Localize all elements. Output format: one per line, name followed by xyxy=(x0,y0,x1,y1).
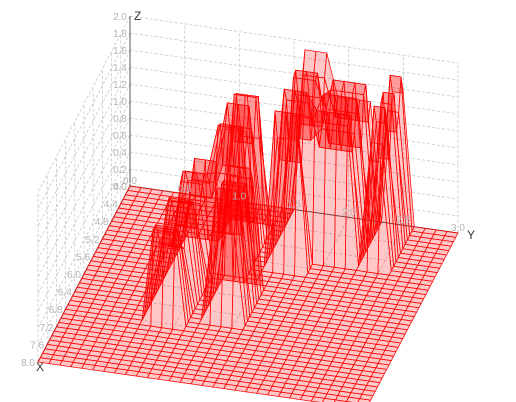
x-tick-label: 5.2 xyxy=(85,235,99,246)
gridline-left-z xyxy=(37,151,131,329)
z-tick-label: 0.8 xyxy=(113,114,127,125)
z-tick-label: 0.2 xyxy=(113,165,127,176)
y-tick-label: 1.5 xyxy=(287,200,301,211)
x-tick-label: 6.0 xyxy=(67,270,81,281)
y-tick-label: 0.5 xyxy=(178,184,192,195)
x-tick-label: 5.6 xyxy=(76,252,90,263)
gridline-left-z xyxy=(37,49,131,227)
tick-labels: 0.00.20.40.60.81.01.21.41.61.82.04.04.44… xyxy=(21,9,475,374)
z-tick-label: 1.8 xyxy=(113,29,127,40)
x-tick-label: 7.6 xyxy=(30,340,44,351)
gridline-left-z xyxy=(37,117,131,295)
z-tick-label: 1.4 xyxy=(113,63,127,74)
z-tick-label: 2.0 xyxy=(113,12,127,23)
gridline-left-z xyxy=(37,32,131,210)
gridline-left-z xyxy=(37,15,131,193)
z-tick-label: 1.0 xyxy=(113,97,127,108)
y-tick-label: 0.0 xyxy=(123,176,137,187)
x-tick-label: 6.4 xyxy=(58,288,72,299)
x-tick-label: 4.8 xyxy=(95,217,109,228)
gridline-left-z xyxy=(37,168,131,346)
gridline-left-z xyxy=(37,100,131,278)
x-tick-label: 7.2 xyxy=(39,323,53,334)
x-tick-label: 8.0 xyxy=(21,358,35,369)
z-tick-label: 1.6 xyxy=(113,46,127,57)
gridline-left-z xyxy=(37,134,131,312)
z-tick-label: 0.0 xyxy=(113,182,127,193)
surface-cell xyxy=(334,399,347,402)
z-tick-label: 1.2 xyxy=(113,80,127,91)
z-tick-label: 0.4 xyxy=(113,148,127,159)
z-axis-label: Z xyxy=(134,9,141,23)
y-tick-label: 1.0 xyxy=(232,192,246,203)
x-tick-label: 6.8 xyxy=(49,305,63,316)
z-tick-label: 0.6 xyxy=(113,131,127,142)
surface-cell xyxy=(37,357,52,364)
x-tick-label: 4.0 xyxy=(113,182,127,193)
x-axis-label: X xyxy=(36,360,44,374)
gridline-back-z xyxy=(129,15,459,64)
y-tick-label: 2.0 xyxy=(342,207,356,218)
y-tick-label: 2.5 xyxy=(396,215,410,226)
x-tick-label: 4.4 xyxy=(104,200,118,211)
surface xyxy=(37,49,459,402)
gridline-left-z xyxy=(37,66,131,244)
y-axis-label: Y xyxy=(467,228,475,242)
y-tick-label: 3.0 xyxy=(451,223,465,234)
gridline-left-z xyxy=(37,83,131,261)
